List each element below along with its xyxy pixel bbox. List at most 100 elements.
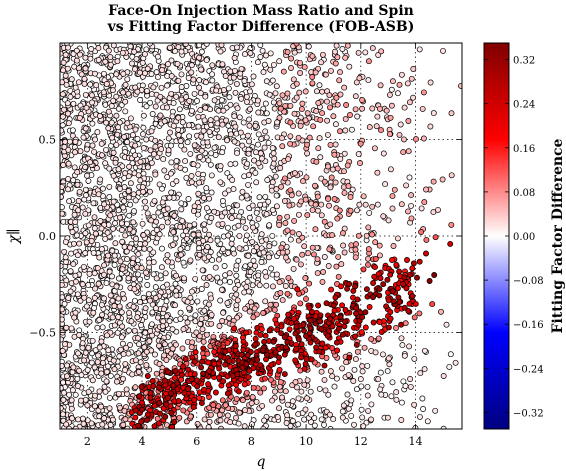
scatter-point [447,240,454,247]
scatter-point [179,119,186,126]
scatter-point [266,222,273,229]
scatter-point [247,106,253,113]
scatter-point [276,405,282,412]
scatter-point [102,58,109,65]
scatter-point [286,326,293,333]
scatter-point [333,43,340,49]
scatter-point [215,134,222,141]
scatter-point [421,366,428,373]
scatter-point [242,407,248,414]
scatter-point [86,318,93,325]
scatter-point [286,202,293,209]
scatter-point [339,302,346,309]
scatter-point [112,159,119,166]
scatter-point [250,224,256,231]
scatter-point [177,223,184,230]
scatter-point [217,297,224,304]
scatter-point [144,88,150,94]
scatter-point [207,411,214,418]
scatter-point [325,195,332,202]
scatter-point [342,54,349,61]
scatter-point [432,234,439,241]
scatter-point [402,383,409,389]
scatter-point [292,330,299,337]
scatter-point [114,329,121,336]
scatter-point [308,411,315,418]
scatter-point [205,157,212,164]
scatter-point [112,220,118,227]
scatter-point [411,401,418,408]
scatter-point [83,239,90,246]
scatter-point [378,391,385,398]
scatter-point [416,258,423,265]
scatter-point [69,369,76,376]
scatter-point [72,309,79,316]
scatter-point [390,243,397,249]
scatter-point [109,297,116,304]
scatter-point [370,294,376,301]
scatter-point [417,370,424,377]
scatter-point [328,174,335,181]
scatter-point [219,149,226,156]
scatter-point [242,224,249,231]
scatter-point [130,219,137,226]
scatter-point [196,77,203,84]
scatter-point [302,117,309,124]
scatter-point [173,93,180,100]
scatter-point [79,340,86,347]
scatter-point [364,383,371,390]
colorbar-ticks: 0.320.240.160.080.00−0.08−0.16−0.24−0.32 [484,56,544,419]
scatter-point [195,190,202,197]
scatter-point [153,275,160,282]
scatter-point [299,234,306,241]
scatter-point [141,245,148,252]
scatter-point [69,415,75,422]
scatter-point [257,389,264,396]
scatter-point [260,310,267,316]
scatter-point [384,414,391,421]
scatter-point [137,158,144,165]
scatter-point [60,294,66,301]
scatter-point [249,202,256,209]
scatter-point [362,49,369,56]
scatter-point [273,271,280,278]
scatter-point [81,357,88,364]
scatter-point [443,321,450,328]
scatter-point [188,173,195,179]
scatter-point [430,209,437,216]
scatter-point [448,221,455,228]
scatter-point [398,399,405,406]
scatter-point [75,207,82,214]
x-axis-label: q [257,454,266,470]
scatter-point [185,196,192,202]
scatter-point [339,331,346,338]
scatter-point [283,254,289,261]
scatter-point [115,275,122,282]
scatter-point [345,371,352,378]
scatter-point [285,274,292,281]
scatter-point [351,421,357,428]
scatter-point [227,101,234,108]
scatter-point [60,363,65,369]
scatter-point [125,90,132,97]
scatter-point [430,178,437,185]
scatter-point [146,259,153,266]
scatter-point [388,393,395,400]
scatter-point [60,127,65,134]
scatter-point [316,348,323,355]
scatter-point [161,167,168,174]
scatter-point [134,314,141,321]
scatter-point [254,356,261,363]
scatter-point [401,274,408,281]
scatter-point [69,229,76,235]
scatter-point [108,103,115,109]
scatter-point [346,354,353,361]
scatter-point [79,204,86,211]
scatter-point [153,370,160,377]
scatter-point [200,195,207,201]
scatter-point [142,329,149,336]
scatter-point [409,265,416,272]
scatter-point [374,113,381,120]
scatter-point [126,226,133,233]
scatter-point [64,362,70,369]
